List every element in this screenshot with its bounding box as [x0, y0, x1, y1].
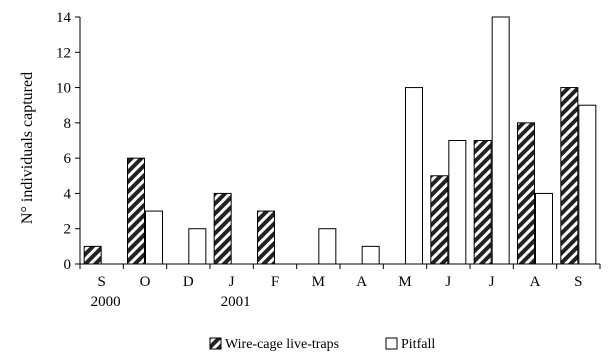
x-tick-label: M: [312, 274, 325, 290]
bar-pitfall: [318, 228, 337, 265]
bar-pitfall: [578, 104, 597, 265]
bars-group: [83, 16, 597, 265]
x-tick-label: J: [489, 274, 495, 290]
bar-wire-cage: [83, 245, 102, 265]
bar-pitfall: [448, 140, 467, 265]
y-tick-label: 14: [56, 10, 72, 26]
bar-wire-cage: [560, 87, 579, 265]
bar-wire-cage: [257, 210, 275, 265]
y-tick-label: 4: [64, 186, 72, 202]
bar-wire-cage: [213, 192, 232, 265]
bar-wire-cage: [127, 157, 145, 265]
x-year-label: 2001: [221, 294, 251, 310]
x-tick-label: D: [183, 274, 194, 290]
legend-swatch-pitfall: [385, 337, 398, 350]
bar-wire-cage: [473, 140, 492, 265]
y-tick-label: 6: [64, 151, 72, 167]
bar-pitfall: [361, 245, 380, 265]
bar-pitfall: [491, 16, 510, 265]
x-year-label: 2000: [91, 294, 121, 310]
y-tick-label: 2: [64, 222, 72, 238]
y-axis: 0 2 4 6 8 10 12 14: [56, 10, 80, 273]
bar-pitfall: [188, 228, 207, 265]
x-tick-label: F: [271, 274, 279, 290]
axes-lines: [79, 17, 600, 265]
bar-pitfall: [535, 192, 553, 265]
bar-wire-cage: [517, 122, 535, 265]
legend-label-pitfall: Pitfall: [401, 337, 435, 352]
x-axis: S O D J F M A M J J A S 2000 2001: [79, 264, 601, 310]
bar-wire-cage: [430, 175, 449, 265]
x-tick-label: S: [97, 274, 105, 290]
legend: Wire-cage live-traps Pitfall: [209, 337, 435, 352]
x-tick-label: J: [445, 274, 451, 290]
y-tick-label: 8: [64, 116, 72, 132]
y-tick-label: 10: [56, 81, 71, 97]
y-tick-label: 12: [56, 45, 71, 61]
x-tick-label: M: [398, 274, 411, 290]
y-tick-label: 0: [64, 257, 72, 273]
legend-label-wire-cage: Wire-cage live-traps: [225, 337, 339, 352]
x-tick-label: A: [530, 274, 541, 290]
x-tick-label: O: [140, 274, 151, 290]
x-tick-label: S: [574, 274, 582, 290]
x-tick-label: A: [356, 274, 367, 290]
bar-pitfall: [405, 87, 423, 265]
x-tick-label: J: [229, 274, 235, 290]
bar-pitfall: [145, 210, 163, 265]
y-axis-title: N° individuals captured: [19, 72, 36, 224]
legend-swatch-wire-cage: [209, 337, 222, 350]
